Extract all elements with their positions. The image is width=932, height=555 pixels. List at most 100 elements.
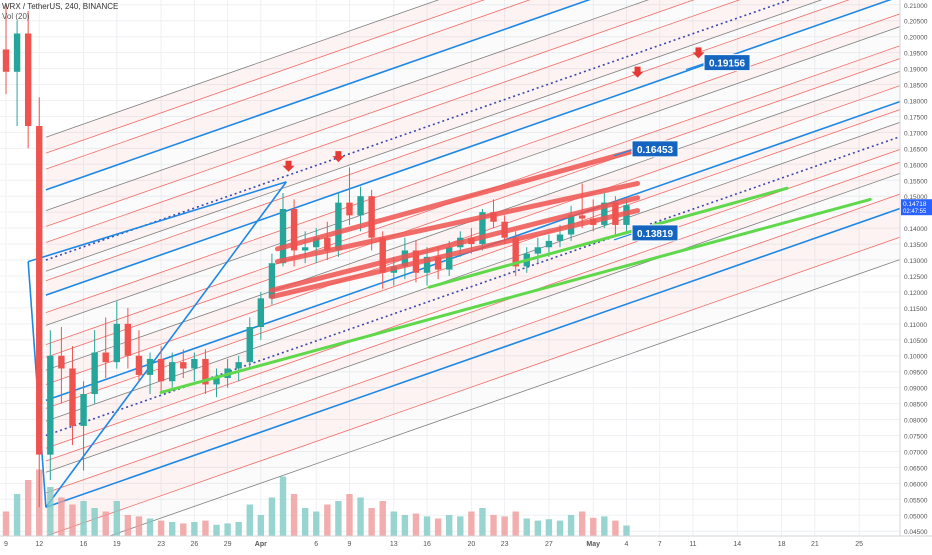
volume-bar [401, 515, 409, 536]
candle-body [324, 237, 331, 251]
candle-body [69, 368, 76, 426]
price-label-leader [613, 233, 633, 241]
x-tick-label: 23 [157, 541, 165, 548]
volume-bar [556, 520, 564, 536]
candle-body [335, 202, 342, 251]
x-tick-label: 26 [190, 541, 198, 548]
chart-header: WRX / TetherUS, 240, BINANCE Vol (20) [2, 2, 118, 22]
price-label-leader [685, 63, 705, 71]
resistance-band [274, 180, 641, 265]
y-tick-label: 0.17500 [904, 114, 928, 121]
channel-fill [45, 13, 900, 326]
volume-bar [601, 516, 608, 536]
volume-bar [523, 518, 530, 536]
channel-fill [45, 0, 900, 313]
price-label-leader [613, 149, 633, 157]
candle-body [135, 355, 143, 375]
channel-inner-line [108, 259, 900, 536]
price-label-box [631, 224, 679, 242]
volume-bar [590, 517, 597, 536]
price-axis-bg [900, 0, 932, 550]
y-tick-label: 0.04500 [904, 529, 928, 536]
channel-blue-line [45, 0, 591, 191]
down-arrow-marker [282, 160, 295, 172]
volume-bar [124, 515, 132, 536]
time-axis: 9 12 16 19 23 26 29 Apr 6 9 13 16 20 23 27 May 4 7 11 14 18 2… [0, 535, 932, 550]
y-tick-label: 0.05000 [904, 513, 928, 520]
y-tick-label: 0.17000 [904, 130, 928, 137]
price-label-box [631, 140, 679, 158]
volume-bar [423, 516, 431, 536]
price-label-box [703, 54, 751, 72]
channel-fill [45, 162, 900, 473]
candle-body [157, 358, 165, 382]
y-tick-label: 0.06500 [904, 465, 928, 472]
y-tick-label: 0.19500 [904, 51, 928, 58]
x-tick-label: 14 [733, 541, 741, 548]
candle-body [545, 240, 553, 248]
channel-inner-line [45, 13, 900, 314]
x-tick-label: 6 [314, 541, 318, 548]
channel-fill [45, 208, 900, 536]
volume-bar [457, 516, 464, 536]
y-tick-label: 0.13000 [904, 258, 928, 265]
x-tick-label: 18 [778, 541, 786, 548]
channel-fill [45, 101, 900, 409]
candle-body [58, 355, 65, 369]
x-tick-label: 23 [501, 541, 509, 548]
down-arrow-marker [631, 66, 644, 78]
y-tick-label: 0.11500 [904, 306, 927, 313]
candle-body [169, 362, 176, 382]
candle-body [313, 237, 320, 248]
volume-bar [80, 501, 87, 536]
y-tick-label: 0.20500 [904, 19, 928, 26]
volume-bar [390, 511, 397, 536]
candle-body [279, 208, 287, 264]
volume-bar [113, 501, 120, 536]
volume-bar [191, 522, 198, 536]
volume-bar [91, 508, 98, 536]
channel-fill [45, 109, 900, 422]
volume-bar [135, 516, 143, 536]
down-arrow-marker [692, 47, 705, 59]
x-tick-label: 4 [625, 541, 629, 548]
candle-body [180, 362, 187, 369]
volume-bar [479, 508, 486, 536]
y-tick-label: 0.20000 [904, 35, 928, 42]
channel-inner-line [45, 109, 900, 409]
volume-bar [357, 497, 364, 536]
volume-bar [146, 518, 154, 536]
price-axis: 0.04500 0.05000 0.05500 0.06000 0.06500 0.070… [899, 0, 932, 550]
volume-bar [213, 524, 220, 536]
x-tick-label: 25 [855, 541, 863, 548]
channel-inner-line [45, 0, 741, 243]
pitchfork-diagonal [45, 181, 287, 508]
y-tick-label: 0.07500 [904, 434, 928, 441]
volume-bar [578, 511, 586, 536]
x-tick-label: 19 [113, 541, 121, 548]
channel-inner-line [45, 0, 850, 282]
volume-bar [545, 519, 553, 536]
channel-inner-line [45, 161, 900, 462]
x-tick-label: 29 [224, 541, 232, 548]
volume-bar [301, 508, 309, 536]
last-price-countdown: 02:47:55 [903, 209, 927, 215]
volume-bar [368, 508, 375, 536]
candle-body [213, 378, 220, 385]
x-tick-label: May [586, 541, 600, 548]
x-tick-label: Apr [255, 541, 267, 548]
candle-body [534, 247, 542, 254]
volume-bar [612, 520, 619, 536]
candle-body [368, 196, 375, 238]
volume-bar [468, 511, 475, 536]
y-tick-label: 0.16500 [904, 146, 928, 153]
candle-body [124, 323, 132, 356]
y-tick-label: 0.07000 [904, 449, 928, 456]
candle-body [423, 256, 431, 273]
channel-blue-line [45, 0, 892, 296]
candle-body [268, 263, 276, 299]
y-tick-label: 0.08500 [904, 402, 928, 409]
resistance-band [269, 195, 641, 293]
